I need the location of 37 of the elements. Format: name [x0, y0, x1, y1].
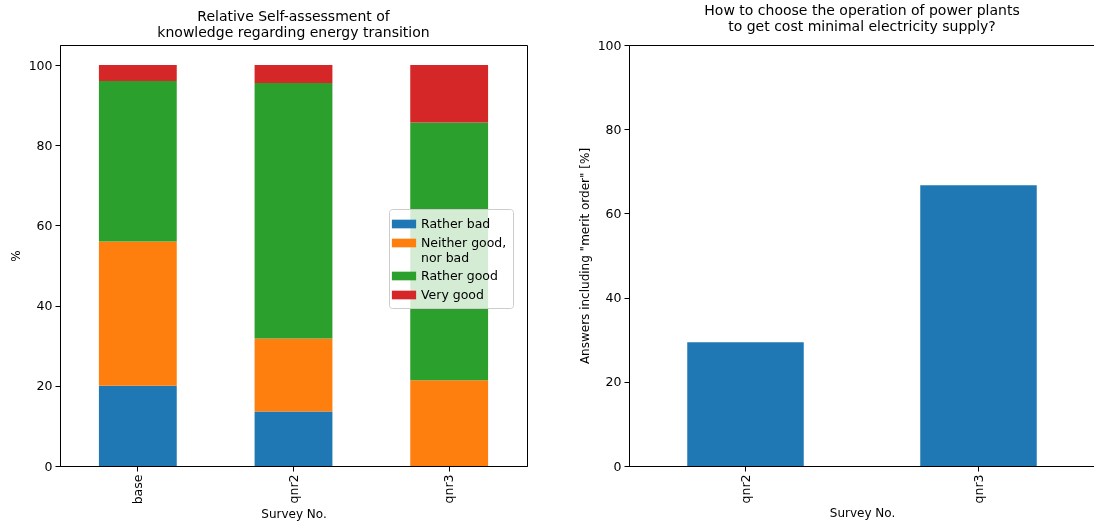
bar: [254, 83, 333, 339]
y-tick-label: 40: [605, 290, 622, 306]
x-axis-title: Survey No.: [261, 507, 327, 522]
chart-title: How to choose the operation of power plants to get cost minimal electricity supply?: [704, 2, 1020, 34]
legend-label: Rather good: [421, 268, 498, 283]
bar: [98, 241, 177, 386]
y-tick-label: 0: [613, 458, 622, 474]
x-axis-title: Survey No.: [829, 506, 896, 521]
bar: [98, 81, 177, 242]
chart-title: Relative Self-assessment of knowledge regarding energy transition: [157, 8, 430, 40]
x-tick-label: qnr2: [737, 474, 753, 504]
bar: [98, 65, 177, 82]
bar: [410, 380, 489, 466]
y-tick-label: 60: [36, 217, 53, 233]
y-axis-title: Answers including "merit order" [%]: [577, 147, 592, 365]
y-tick-label: 0: [44, 458, 53, 474]
y-tick-label: 20: [605, 374, 622, 390]
bar: [254, 411, 333, 466]
y-tick-label: 20: [36, 378, 53, 394]
x-tick-label: base: [129, 474, 145, 505]
y-tick-label: 80: [36, 137, 53, 153]
legend-label: Very good: [421, 287, 484, 302]
y-tick-label: 40: [36, 298, 53, 314]
bar: [410, 65, 489, 123]
bar: [98, 385, 177, 466]
legend-label: Neither good, nor bad: [421, 235, 507, 265]
y-tick-label: 100: [28, 57, 53, 73]
y-axis-title: %: [8, 250, 23, 262]
bar: [254, 65, 333, 84]
x-tick-label: qnr2: [285, 474, 301, 504]
bar: [254, 338, 333, 412]
legend-label: Rather bad: [421, 216, 491, 231]
x-tick-label: qnr3: [441, 474, 457, 504]
y-tick-label: 100: [597, 37, 622, 53]
x-tick-label: qnr3: [970, 474, 986, 504]
y-tick-label: 80: [605, 121, 622, 137]
y-tick-label: 60: [605, 205, 622, 221]
